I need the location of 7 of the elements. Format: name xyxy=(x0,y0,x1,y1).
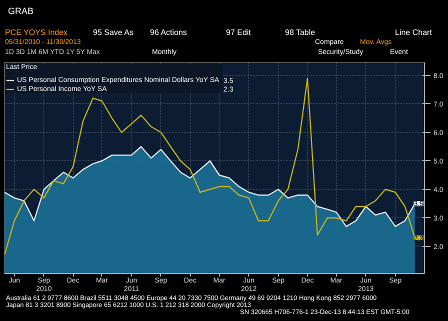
text: 96 Actions xyxy=(150,28,187,37)
text: Line Chart xyxy=(395,28,432,37)
text: 95 Save As xyxy=(93,28,134,37)
text: GRAB xyxy=(8,6,34,16)
text: 97 Edit xyxy=(226,28,251,37)
chart-title: PCE YOYS Index xyxy=(5,28,68,37)
text: 98 Table xyxy=(285,28,316,37)
